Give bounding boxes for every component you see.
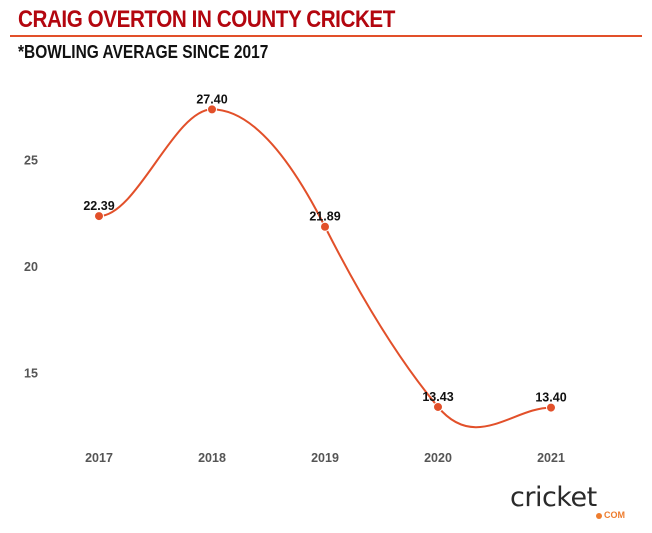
x-tick-label: 2020 <box>424 451 452 465</box>
chart-title: CRAIG OVERTON IN COUNTY CRICKET <box>18 6 395 33</box>
logo-dot-icon <box>596 512 602 519</box>
x-tick-label: 2018 <box>198 451 226 465</box>
data-point <box>207 104 217 115</box>
y-tick-label: 25 <box>24 154 38 168</box>
cricket-com-logo: cricket COM <box>510 482 630 522</box>
y-axis-ticks: 15 20 25 <box>24 154 38 381</box>
data-label: 13.43 <box>422 390 453 404</box>
data-label: 22.39 <box>83 199 114 213</box>
chart-subtitle: *BOWLING AVERAGE SINCE 2017 <box>18 42 269 62</box>
title-divider <box>10 35 642 37</box>
data-point <box>320 221 330 232</box>
data-labels: 22.39 27.40 21.89 13.43 13.40 <box>83 92 566 404</box>
x-tick-label: 2017 <box>85 451 113 465</box>
data-point <box>433 401 443 412</box>
data-points <box>94 104 556 413</box>
x-tick-label: 2019 <box>311 451 339 465</box>
data-label: 13.40 <box>535 391 566 405</box>
data-point <box>94 211 104 222</box>
logo-suffix: COM <box>604 510 625 520</box>
data-label: 21.89 <box>309 210 340 224</box>
logo-text: cricket <box>510 482 597 513</box>
data-point <box>546 402 556 413</box>
y-tick-label: 15 <box>24 367 38 381</box>
y-tick-label: 20 <box>24 260 38 274</box>
data-label: 27.40 <box>196 92 227 106</box>
logo-com: COM <box>596 510 625 520</box>
x-axis-ticks: 2017 2018 2019 2020 2021 <box>85 451 565 465</box>
x-tick-label: 2021 <box>537 451 565 465</box>
series-line <box>98 108 552 429</box>
